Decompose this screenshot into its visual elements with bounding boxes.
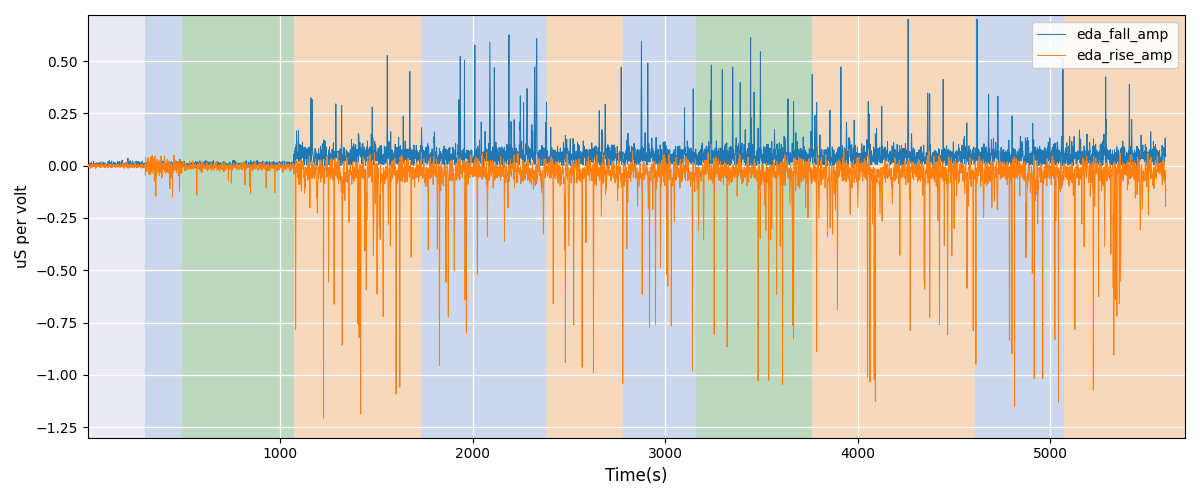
eda_fall_amp xyxy=(884,152,899,158)
Line: eda_rise_amp: eda_rise_amp xyxy=(88,149,1165,418)
eda_fall_amp xyxy=(223,162,238,168)
X-axis label: Time(s): Time(s) xyxy=(605,467,667,485)
Line: eda_fall_amp: eda_fall_amp xyxy=(88,19,1165,166)
eda_rise_amp xyxy=(886,174,900,180)
eda_rise_amp xyxy=(884,192,899,198)
eda_fall_amp xyxy=(901,16,916,22)
eda_rise_amp xyxy=(998,170,1013,176)
eda_rise_amp xyxy=(80,163,95,169)
Bar xyxy=(623,15,696,438)
eda_fall_amp xyxy=(821,148,835,154)
eda_fall_amp xyxy=(998,154,1013,160)
eda_fall_amp xyxy=(886,158,900,164)
Bar xyxy=(145,15,182,438)
Bar xyxy=(294,15,421,438)
eda_fall_amp xyxy=(158,162,173,168)
eda_rise_amp xyxy=(1158,183,1172,189)
eda_fall_amp xyxy=(616,158,630,164)
eda_rise_amp xyxy=(836,146,851,152)
eda_rise_amp xyxy=(616,170,630,176)
eda_fall_amp xyxy=(1158,152,1172,158)
Bar xyxy=(546,15,623,438)
Legend: eda_fall_amp, eda_rise_amp: eda_fall_amp, eda_rise_amp xyxy=(1032,22,1178,68)
eda_rise_amp xyxy=(317,415,331,421)
eda_fall_amp xyxy=(80,161,95,167)
Bar xyxy=(421,15,546,438)
Bar xyxy=(811,15,976,438)
Bar xyxy=(182,15,294,438)
eda_rise_amp xyxy=(821,179,835,185)
Bar xyxy=(696,15,811,438)
Bar xyxy=(1063,15,1184,438)
Bar xyxy=(976,15,1063,438)
Y-axis label: uS per volt: uS per volt xyxy=(14,184,30,268)
eda_rise_amp xyxy=(158,166,173,172)
